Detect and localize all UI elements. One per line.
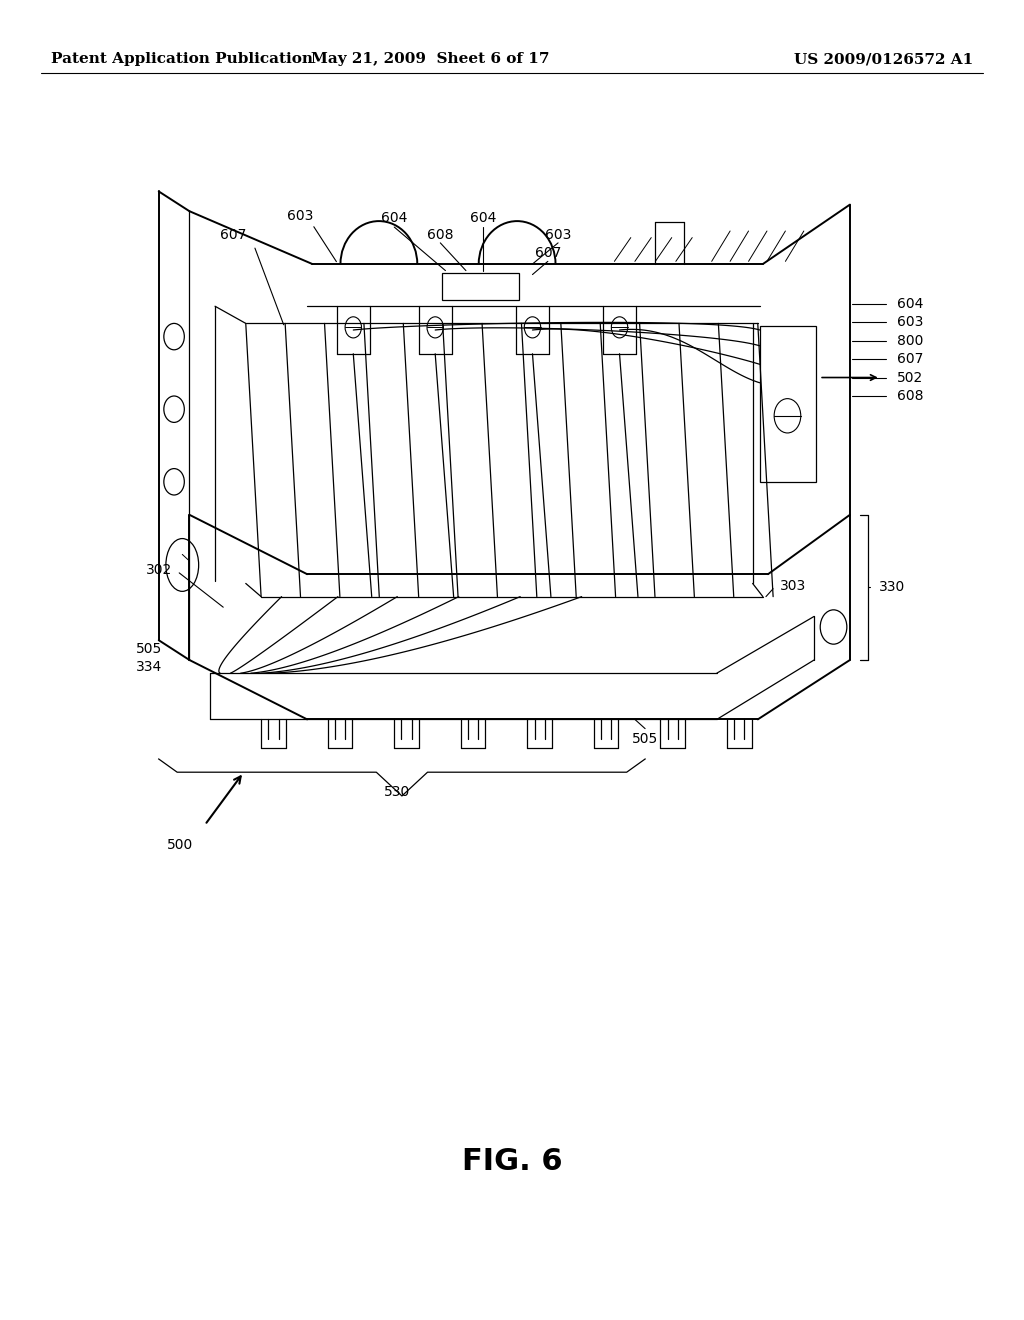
Text: 330: 330 bbox=[879, 581, 905, 594]
Text: 334: 334 bbox=[135, 660, 162, 673]
Text: 302: 302 bbox=[145, 564, 172, 577]
Text: 607: 607 bbox=[220, 228, 247, 242]
Text: 530: 530 bbox=[384, 785, 411, 799]
Text: 603: 603 bbox=[545, 228, 571, 242]
Text: May 21, 2009  Sheet 6 of 17: May 21, 2009 Sheet 6 of 17 bbox=[311, 53, 549, 66]
Text: 303: 303 bbox=[780, 579, 807, 593]
Text: 608: 608 bbox=[897, 389, 924, 403]
Bar bbox=[760, 326, 816, 482]
Text: 502: 502 bbox=[897, 371, 924, 384]
Text: 608: 608 bbox=[427, 228, 454, 242]
Text: 603: 603 bbox=[287, 210, 313, 223]
Text: 603: 603 bbox=[897, 315, 924, 329]
Text: 604: 604 bbox=[897, 297, 924, 310]
Text: FIG. 6: FIG. 6 bbox=[462, 1147, 562, 1176]
Text: 607: 607 bbox=[535, 247, 561, 260]
Text: 505: 505 bbox=[135, 643, 162, 656]
Text: 604: 604 bbox=[470, 211, 497, 224]
Text: 500: 500 bbox=[167, 838, 194, 851]
Text: Patent Application Publication: Patent Application Publication bbox=[51, 53, 313, 66]
Text: 505: 505 bbox=[632, 733, 658, 746]
Text: 800: 800 bbox=[897, 334, 924, 347]
Text: 604: 604 bbox=[381, 211, 408, 224]
Text: US 2009/0126572 A1: US 2009/0126572 A1 bbox=[794, 53, 973, 66]
Text: 607: 607 bbox=[897, 352, 924, 366]
Bar bbox=[442, 273, 519, 300]
